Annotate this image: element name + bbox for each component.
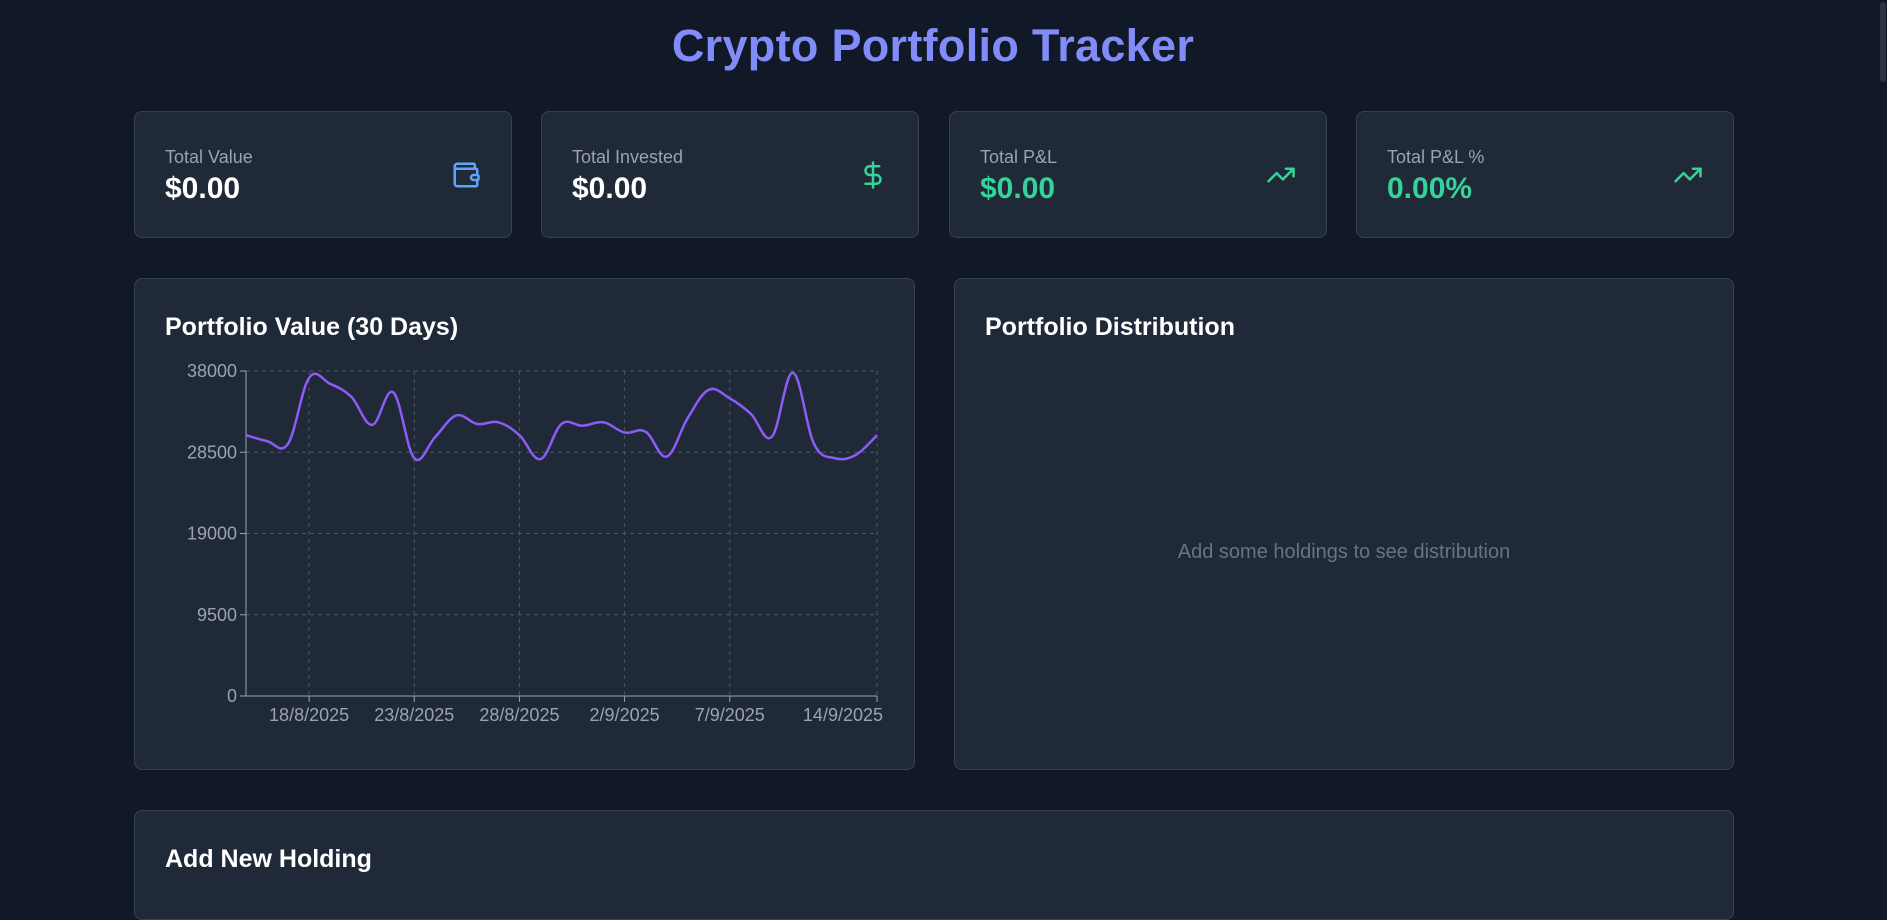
- portfolio-value-panel: Portfolio Value (30 Days) 0 9500 19000 2850…: [134, 278, 915, 770]
- x-tick-label: 14/9/2025: [803, 705, 883, 725]
- stat-label: Total Invested: [572, 147, 684, 167]
- x-tick-label: 18/8/2025: [269, 705, 349, 725]
- stat-value: $0.00: [572, 172, 648, 205]
- stat-label: Total P&L %: [1387, 147, 1485, 167]
- page-scrollbar[interactable]: [1879, 0, 1887, 889]
- x-tick-label: 2/9/2025: [590, 705, 660, 725]
- trending-up-icon: [1674, 167, 1702, 183]
- stat-card-total-pnl-percent: Total P&L % 0.00%: [1356, 111, 1734, 238]
- chart-title: Portfolio Value (30 Days): [165, 313, 459, 341]
- y-tick-label: 19000: [187, 524, 237, 544]
- portfolio-distribution-panel: Portfolio Distribution Add some holdings…: [954, 278, 1734, 770]
- y-tick-label: 0: [227, 686, 237, 706]
- x-tick-label: 28/8/2025: [479, 705, 559, 725]
- stat-value: $0.00: [165, 172, 241, 205]
- stat-label: Total Value: [165, 147, 253, 167]
- distribution-empty-message: Add some holdings to see distribution: [1177, 541, 1511, 563]
- stat-card-total-invested: Total Invested $0.00: [541, 111, 919, 238]
- trending-up-icon: [1267, 167, 1295, 183]
- page-title: Crypto Portfolio Tracker: [671, 20, 1195, 71]
- dollar-icon: [864, 161, 882, 189]
- x-tick-label: 7/9/2025: [695, 705, 765, 725]
- y-tick-label: 9500: [197, 605, 237, 625]
- add-holding-title: Add New Holding: [165, 845, 372, 873]
- y-tick-label: 28500: [187, 442, 237, 462]
- stat-label: Total P&L: [980, 147, 1058, 167]
- add-holding-panel: Add New Holding: [134, 810, 1734, 920]
- portfolio-value-chart: 0 9500 19000 28500 38000 18/8/2025 23/8/2025 28…: [187, 361, 883, 725]
- y-tick-label: 38000: [187, 361, 237, 381]
- stat-value: 0.00%: [1387, 172, 1473, 205]
- stat-value: $0.00: [980, 172, 1056, 205]
- series-line: [245, 371, 878, 462]
- stat-card-total-pnl: Total P&L $0.00: [949, 111, 1327, 238]
- x-tick-label: 23/8/2025: [374, 705, 454, 725]
- distribution-title: Portfolio Distribution: [985, 313, 1235, 341]
- wallet-icon: [453, 162, 480, 188]
- scrollbar-thumb[interactable]: [1880, 2, 1886, 82]
- stat-card-total-value: Total Value $0.00: [134, 111, 512, 238]
